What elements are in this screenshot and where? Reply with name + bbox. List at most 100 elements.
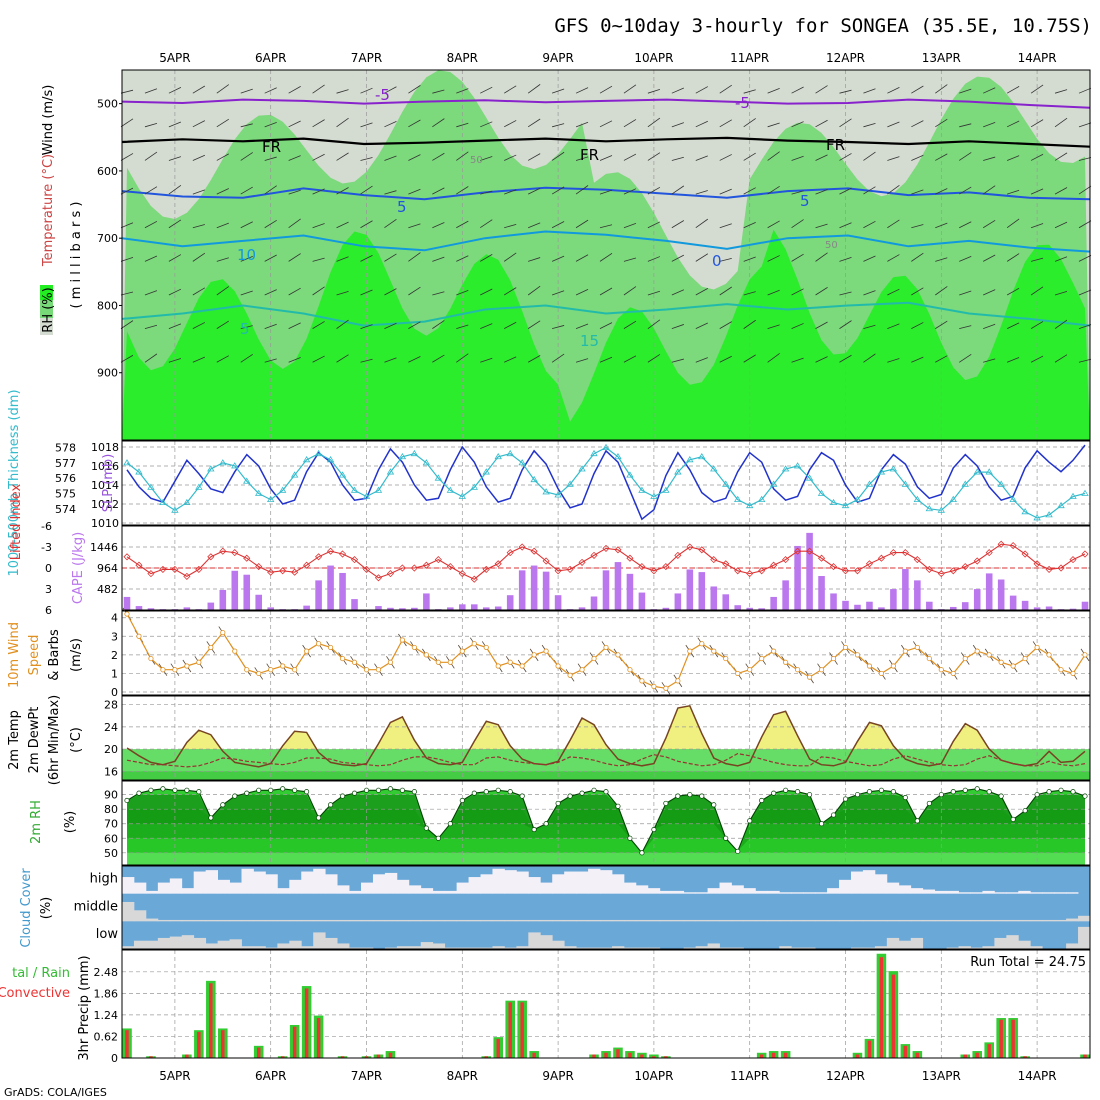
- cape-tick-label: 1446: [90, 541, 118, 554]
- cape-bar: [123, 596, 131, 610]
- upper-wind-barb: [671, 185, 685, 195]
- upper-wind-barb: [911, 322, 924, 329]
- lifted-index-marker: [1021, 550, 1029, 558]
- lifted-index-marker: [315, 553, 323, 561]
- cloud-middle-bar: [803, 919, 816, 922]
- upper-wind-barb: [480, 156, 493, 161]
- thickness-marker: [386, 468, 395, 475]
- cloud-high-bar: [169, 878, 183, 894]
- lifted-index-marker: [734, 567, 742, 575]
- upper-wind-barb: [839, 354, 852, 363]
- upper-wind-barb: [432, 152, 445, 161]
- upper-wind-barb: [599, 85, 613, 94]
- precip-convective-bar: [987, 1044, 991, 1058]
- upper-wind-barb: [863, 151, 876, 161]
- thickness-marker: [865, 480, 874, 487]
- thickness-marker: [602, 443, 610, 450]
- rh-marker: [938, 792, 944, 798]
- upper-wind-barb: [504, 321, 517, 329]
- upper-wind-barb: [360, 87, 373, 94]
- lifted-index-marker: [350, 556, 359, 564]
- wind-speed-marker: [208, 644, 214, 651]
- cloud-low-bar: [611, 946, 625, 949]
- isotherm-line: [121, 230, 1091, 253]
- upper-wind-barb: [312, 286, 325, 296]
- isotherm-line: [121, 186, 1091, 201]
- cape-bar: [698, 572, 706, 610]
- upper-wind-barb: [408, 154, 421, 161]
- rh-marker: [807, 792, 813, 798]
- temperature-axis-label: Temperature (°C): [41, 154, 56, 267]
- pressure-tick-label: 600: [97, 165, 118, 178]
- upper-wind-barb: [791, 86, 804, 94]
- upper-wind-barb: [935, 257, 948, 262]
- rh-legend-swatch-mid: [40, 300, 53, 320]
- cloud-middle-bar: [361, 919, 374, 922]
- rh-marker: [615, 803, 621, 809]
- upper-wind-barb: [144, 88, 158, 94]
- cloud-middle-bar: [468, 919, 481, 922]
- thickness-marker: [578, 465, 586, 472]
- cape-bar: [219, 589, 227, 610]
- thickness-tick-label: 577: [55, 457, 76, 470]
- cloud-middle-bar: [337, 919, 350, 922]
- upper-wind-barb: [360, 289, 373, 296]
- cloud-middle-bar: [122, 901, 135, 922]
- thickness-marker: [805, 474, 814, 481]
- rh-marker: [747, 818, 753, 824]
- cape-bar: [183, 607, 191, 610]
- cloud-middle-bar: [576, 919, 589, 922]
- upper-wind-barb: [911, 287, 924, 296]
- upper-wind-barb: [528, 222, 541, 229]
- upper-wind-barb: [503, 252, 517, 262]
- rh-marker: [962, 787, 968, 793]
- upper-wind-barb: [839, 222, 852, 229]
- thickness-marker: [506, 449, 514, 457]
- thickness-marker: [853, 495, 862, 502]
- upper-wind-barb: [959, 353, 972, 363]
- cloud-high-bar: [886, 882, 900, 894]
- lifted-index-marker: [422, 561, 430, 569]
- wind-speed-marker: [124, 611, 130, 617]
- upper-wind-barb: [1078, 185, 1092, 195]
- contour-label: 50: [825, 240, 838, 251]
- contour-label: FR: [262, 138, 281, 156]
- cloud-high-bar: [611, 874, 625, 894]
- thickness-marker: [159, 498, 167, 506]
- upper-wind-barb: [456, 290, 469, 296]
- upper-wind-barb: [168, 323, 182, 330]
- upper-wind-barb: [360, 358, 373, 363]
- precip-convective-bar: [496, 1038, 500, 1058]
- upper-wind-barb: [839, 320, 852, 329]
- upper-wind-barb: [264, 358, 277, 363]
- contour-label: 5: [397, 198, 407, 216]
- upper-wind-barb: [288, 218, 301, 229]
- cape-bar: [399, 608, 406, 610]
- thickness-marker: [1069, 492, 1077, 499]
- upper-wind-barb: [216, 222, 229, 229]
- cloud-high-bar: [1006, 892, 1019, 894]
- thickness-marker: [542, 488, 550, 495]
- cloud-middle-bar: [994, 919, 1007, 922]
- cloud-middle-bar: [982, 919, 995, 922]
- precip-convective-bar: [891, 974, 896, 1058]
- cloud-low-bar: [731, 947, 744, 949]
- cape-bar: [494, 606, 502, 610]
- cloud-high-bar: [361, 882, 374, 894]
- precip-convective-bar: [209, 983, 213, 1058]
- upper-wind-barb: [911, 252, 924, 262]
- date-label-bottom: 9APR: [542, 1069, 573, 1083]
- cloud-low-bar: [133, 940, 147, 949]
- lifted-index-marker: [386, 570, 395, 578]
- wind-speed-marker: [435, 659, 441, 665]
- li-tick-label: -3: [41, 541, 52, 554]
- cape-bar: [734, 605, 742, 610]
- cloud-low-bar: [1006, 935, 1019, 949]
- upper-wind-barb: [791, 190, 804, 195]
- upper-wind-barb: [1054, 117, 1068, 128]
- cape-bar: [961, 602, 969, 610]
- thickness-marker: [769, 480, 778, 487]
- upper-wind-barb: [432, 291, 445, 296]
- lifted-index-marker: [482, 565, 490, 573]
- precip-convective-bar: [149, 1056, 153, 1058]
